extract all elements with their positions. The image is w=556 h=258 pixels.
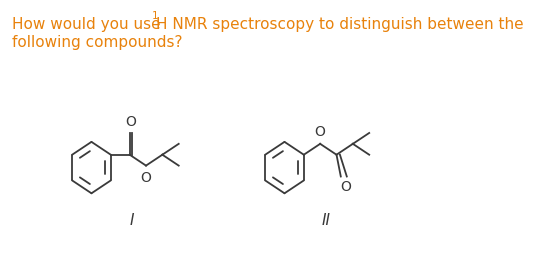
Text: O: O	[125, 115, 136, 129]
Text: O: O	[315, 125, 326, 139]
Text: H NMR spectroscopy to distinguish between the: H NMR spectroscopy to distinguish betwee…	[156, 17, 523, 32]
Text: following compounds?: following compounds?	[12, 35, 182, 50]
Text: II: II	[321, 214, 330, 229]
Text: 1: 1	[152, 11, 158, 21]
Text: How would you use: How would you use	[12, 17, 165, 32]
Text: O: O	[141, 171, 151, 184]
Text: I: I	[130, 214, 134, 229]
Text: O: O	[340, 180, 351, 195]
